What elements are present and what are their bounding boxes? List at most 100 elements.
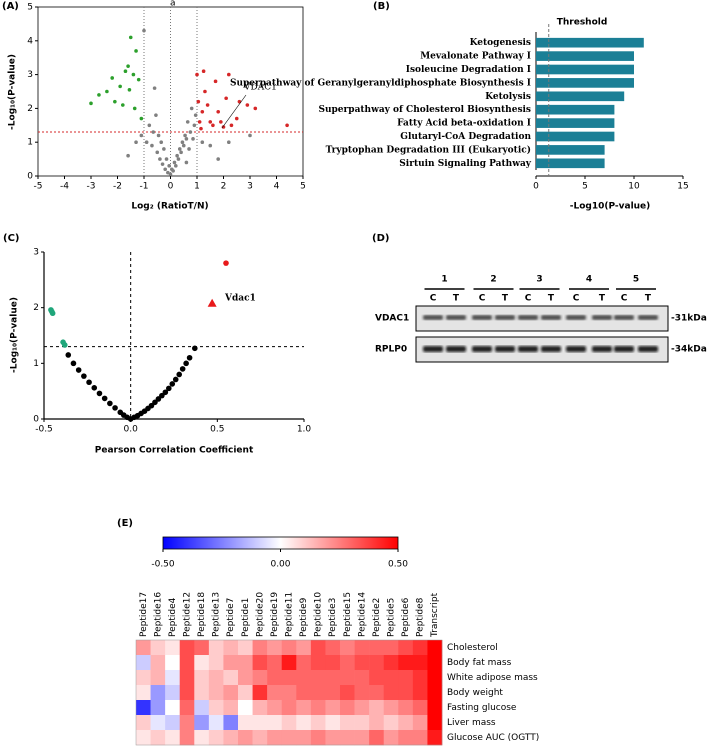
heatmap-cell [223, 685, 239, 701]
heatmap-cell [398, 715, 414, 731]
point [148, 402, 155, 409]
panel-label: (B) [373, 1, 390, 12]
point [183, 360, 189, 367]
column-label: Peptide12 [183, 592, 193, 637]
heatmap-cell [281, 700, 297, 716]
point [128, 35, 133, 40]
x-tick-label: 1.0 [297, 425, 312, 435]
column-label: Peptide15 [343, 592, 353, 637]
heatmap-cell [136, 715, 151, 731]
x-tick-label: 5 [300, 182, 306, 192]
heatmap-cell [412, 685, 428, 701]
bar [536, 91, 625, 102]
heatmap-cell [179, 655, 195, 671]
heatmap-cell [136, 700, 151, 716]
x-tick-label: 0.0 [124, 425, 139, 435]
point [216, 157, 220, 161]
heatmap-cell [223, 655, 239, 671]
heatmap-cell [267, 685, 283, 701]
point [65, 352, 72, 358]
condition-label: C [430, 294, 437, 304]
row-label: White adipose mass [447, 673, 538, 683]
lane-label: 2 [490, 275, 496, 285]
heatmap-cell [194, 655, 210, 671]
heatmap-cell [296, 670, 312, 686]
heatmap-cell [179, 685, 195, 701]
heatmap-cell [310, 640, 326, 656]
category-label: Ketogenesis [470, 38, 531, 48]
point [216, 109, 220, 114]
x-axis-title: Pearson Correlation Coefficient [95, 446, 254, 456]
heatmap-cell [398, 655, 414, 671]
x-tick-label: 0 [168, 182, 174, 192]
point [285, 123, 289, 128]
point [70, 360, 77, 367]
heatmap-cell [369, 685, 385, 701]
row-label: Cholesterol [447, 643, 498, 653]
heatmap-cell [252, 670, 268, 686]
x-axis-title: Log₂ (RatioT/N) [131, 202, 208, 212]
heatmap-cell [238, 715, 253, 731]
heatmap-cell [398, 670, 414, 686]
protein-label: VDAC1 [375, 314, 409, 324]
heatmap-cell [398, 640, 414, 656]
heatmap-cell [340, 670, 355, 686]
heatmap-cell [412, 640, 428, 656]
size-label: -31kDa [671, 314, 707, 324]
point [208, 143, 213, 148]
column-label: Peptide7 [226, 598, 236, 637]
point [211, 123, 215, 128]
point [221, 125, 226, 129]
heatmap-cell [252, 715, 268, 731]
heatmap-cell [208, 715, 224, 731]
band [541, 315, 561, 320]
point [208, 120, 213, 124]
heatmap-cell [296, 685, 312, 701]
column-label: Peptide6 [401, 597, 411, 637]
point [201, 69, 206, 74]
point [213, 79, 218, 84]
point [158, 157, 162, 161]
point [127, 88, 132, 92]
heatmap-cell [383, 715, 399, 731]
point [237, 99, 242, 104]
point [223, 260, 229, 266]
heatmap-cell [208, 655, 224, 671]
band [518, 346, 538, 352]
heatmap-cell [340, 715, 355, 731]
point [136, 77, 141, 82]
heatmap-cell [252, 655, 268, 671]
point [112, 405, 118, 411]
point [184, 160, 189, 165]
colorbar-tick-label: -0.50 [151, 560, 175, 570]
heatmap-cell [223, 670, 239, 686]
point [245, 103, 250, 107]
x-tick-label: 10 [628, 182, 640, 192]
heatmap-cell [383, 685, 399, 701]
band [638, 346, 658, 352]
heatmap-cell [281, 685, 297, 701]
heatmap-cell [325, 640, 341, 656]
heatmap-cell [179, 715, 195, 731]
heatmap-cell [267, 655, 283, 671]
y-tick-label: 1 [27, 138, 33, 148]
point [200, 140, 205, 144]
y-tick-label: 0 [27, 172, 33, 182]
point [248, 133, 252, 138]
point [199, 126, 203, 131]
x-tick-label: -5 [34, 182, 43, 192]
heatmap-cell [296, 700, 312, 716]
point [121, 103, 125, 107]
heatmap-cell [165, 670, 181, 686]
point [185, 120, 190, 124]
heatmap-cell [369, 655, 385, 671]
bar [536, 131, 615, 142]
band [472, 346, 492, 352]
heatmap-cell [354, 640, 370, 656]
point [97, 93, 101, 97]
column-label: Peptide16 [153, 592, 163, 637]
point [134, 140, 138, 144]
band [614, 315, 634, 320]
column-label: Peptide10 [314, 592, 324, 637]
heatmap-cell [165, 685, 181, 701]
